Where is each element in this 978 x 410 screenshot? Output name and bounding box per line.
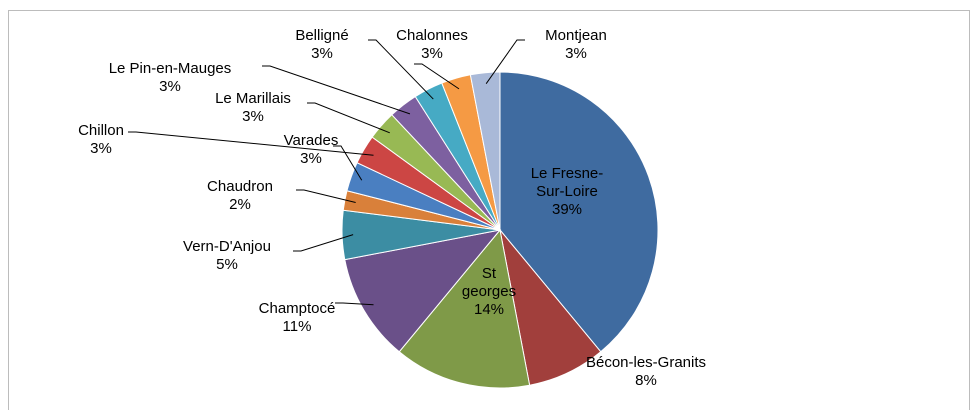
label-name: Montjean bbox=[545, 27, 607, 44]
label-name: St georges bbox=[461, 265, 517, 300]
data-label: Chillon 3% bbox=[51, 122, 151, 158]
data-label: Varades 3% bbox=[261, 132, 361, 168]
label-name: Le Fresne-Sur-Loire bbox=[530, 165, 604, 200]
pie-slice bbox=[469, 71, 501, 231]
leader-line bbox=[296, 189, 356, 203]
label-percent: 39% bbox=[551, 201, 583, 218]
pie-slice bbox=[499, 71, 659, 353]
leader-line bbox=[262, 65, 411, 115]
label-name: Le Marillais bbox=[215, 90, 291, 107]
leader-line bbox=[335, 302, 374, 306]
pie-slice bbox=[344, 229, 502, 353]
label-percent: 3% bbox=[421, 45, 443, 62]
label-name: Chaudron bbox=[207, 178, 273, 195]
label-percent: 5% bbox=[216, 256, 238, 273]
leader-line bbox=[293, 234, 354, 252]
label-percent: 3% bbox=[90, 140, 112, 157]
leader-line bbox=[128, 131, 374, 156]
data-label: Le Pin-en-Mauges 3% bbox=[70, 60, 270, 96]
label-percent: 3% bbox=[311, 45, 333, 62]
data-label: Le Marillais 3% bbox=[193, 90, 313, 126]
label-percent: 14% bbox=[473, 301, 505, 318]
leader-line bbox=[307, 102, 390, 134]
label-name: Chalonnes bbox=[396, 27, 468, 44]
label-percent: 8% bbox=[635, 372, 657, 389]
label-name: Chillon bbox=[78, 122, 124, 139]
data-label: Chalonnes 3% bbox=[382, 27, 482, 63]
label-name: Le Pin-en-Mauges bbox=[108, 60, 232, 77]
label-percent: 3% bbox=[565, 45, 587, 62]
label-percent: 11% bbox=[282, 318, 312, 335]
data-label: Bécon-les-Granits 8% bbox=[546, 354, 746, 390]
label-percent: 3% bbox=[242, 108, 264, 125]
label-percent: 3% bbox=[300, 150, 322, 167]
data-label: Vern-D'Anjou 5% bbox=[157, 238, 297, 274]
label-percent: 2% bbox=[229, 196, 251, 213]
data-label: Montjean 3% bbox=[526, 27, 626, 63]
data-label: Belligné 3% bbox=[272, 27, 372, 63]
data-label: Chaudron 2% bbox=[180, 178, 300, 214]
label-name: Belligné bbox=[295, 27, 349, 44]
leader-line bbox=[485, 39, 525, 85]
data-label: Le Fresne-Sur-Loire 39% bbox=[527, 165, 607, 219]
label-name: Vern-D'Anjou bbox=[183, 238, 271, 255]
data-label: St georges 14% bbox=[458, 265, 520, 319]
label-percent: 3% bbox=[159, 78, 181, 95]
label-name: Champtocé bbox=[258, 300, 336, 317]
data-label: Champtocé 11% bbox=[237, 300, 357, 336]
leader-line bbox=[414, 63, 460, 90]
label-name: Varades bbox=[283, 132, 339, 149]
chart-border bbox=[8, 10, 970, 410]
pie-slice bbox=[398, 228, 531, 389]
leader-line bbox=[368, 39, 434, 100]
leader-line bbox=[333, 145, 363, 181]
label-name: Bécon-les-Granits bbox=[585, 354, 707, 371]
